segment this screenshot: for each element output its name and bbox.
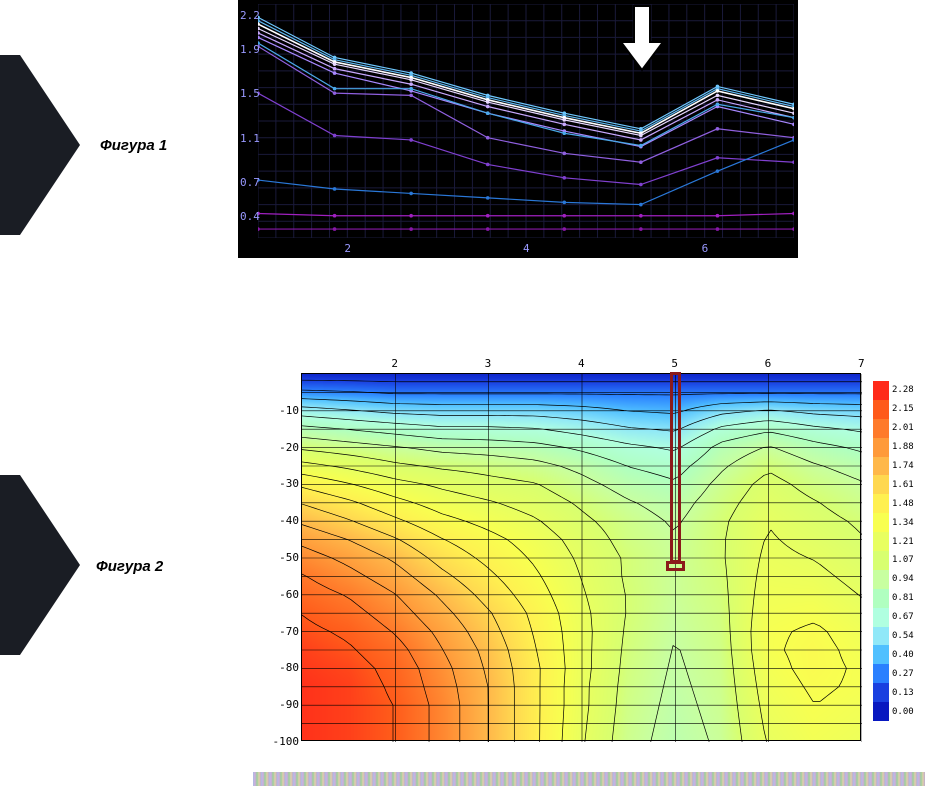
figure1-ytick: 0.7	[240, 176, 260, 189]
legend-value: 0.40	[892, 650, 914, 660]
legend-swatch	[873, 627, 889, 646]
anomaly-marker-box	[670, 372, 681, 563]
legend-value: 1.88	[892, 442, 914, 452]
figure1-ytick: 0.4	[240, 210, 260, 223]
figure2-xtick: 5	[671, 357, 678, 370]
figure1-label: Фигура 1	[100, 137, 167, 154]
legend-swatch	[873, 702, 889, 721]
legend-row: 1.48	[873, 494, 925, 513]
legend-swatch	[873, 475, 889, 494]
legend-row: 1.88	[873, 438, 925, 457]
legend-row: 0.40	[873, 645, 925, 664]
legend-swatch	[873, 438, 889, 457]
figure2-xtick: 6	[765, 357, 772, 370]
legend-swatch	[873, 589, 889, 608]
chevron-path	[0, 55, 80, 235]
figure1-ytick: 1.1	[240, 132, 260, 145]
legend-value: 0.27	[892, 669, 914, 679]
legend: 2.28 2.15 2.01 1.88 1.74 1.61 1.48 1.34 1.21 1.07…	[873, 381, 925, 721]
legend-swatch	[873, 551, 889, 570]
legend-swatch	[873, 608, 889, 627]
legend-value: 1.21	[892, 537, 914, 547]
anomaly-marker-tip	[666, 561, 685, 571]
legend-row: 0.54	[873, 627, 925, 646]
legend-row: 0.94	[873, 570, 925, 589]
legend-swatch	[873, 457, 889, 476]
figure2-ytick: -80	[255, 661, 299, 674]
figure2-ytick: -50	[255, 551, 299, 564]
legend-value: 0.54	[892, 631, 914, 641]
figure1-ytick: 1.5	[240, 87, 260, 100]
legend-value: 1.74	[892, 461, 914, 471]
legend-value: 1.34	[892, 518, 914, 528]
legend-row: 2.15	[873, 400, 925, 419]
legend-row: 2.01	[873, 419, 925, 438]
figure2-plot	[301, 373, 861, 741]
figure2-label: Фигура 2	[96, 558, 163, 575]
down-arrow-marker	[619, 4, 665, 74]
legend-swatch	[873, 400, 889, 419]
figure2-ytick: -40	[255, 514, 299, 527]
legend-value: 2.28	[892, 385, 914, 395]
figure2-xtick: 3	[485, 357, 492, 370]
chevron-path	[0, 475, 80, 655]
legend-row: 0.00	[873, 702, 925, 721]
legend-swatch	[873, 381, 889, 400]
figure2-ytick: -30	[255, 477, 299, 490]
figure1-xtick: 6	[702, 242, 709, 255]
legend-row: 0.13	[873, 683, 925, 702]
legend-swatch	[873, 683, 889, 702]
legend-swatch	[873, 664, 889, 683]
legend-row: 1.74	[873, 457, 925, 476]
legend-value: 0.67	[892, 612, 914, 622]
legend-swatch	[873, 532, 889, 551]
legend-swatch	[873, 645, 889, 664]
chevron-marker-1	[0, 55, 80, 235]
legend-row: 0.81	[873, 589, 925, 608]
legend-row: 1.34	[873, 513, 925, 532]
figure2-ytick: -90	[255, 698, 299, 711]
figure1-ytick: 2.2	[240, 9, 260, 22]
noise-strip	[253, 772, 925, 786]
legend-row: 1.21	[873, 532, 925, 551]
figure1-xtick: 4	[523, 242, 530, 255]
legend-swatch	[873, 570, 889, 589]
figure2-ytick: -70	[255, 625, 299, 638]
figure2-xtick: 4	[578, 357, 585, 370]
legend-value: 0.13	[892, 688, 914, 698]
figure2-overlay-svg	[302, 374, 862, 742]
legend-value: 1.07	[892, 555, 914, 565]
figure2-ytick: -100	[255, 735, 299, 748]
legend-row: 1.07	[873, 551, 925, 570]
legend-value: 0.81	[892, 593, 914, 603]
legend-row: 1.61	[873, 475, 925, 494]
legend-row: 0.27	[873, 664, 925, 683]
legend-swatch	[873, 494, 889, 513]
legend-value: 2.01	[892, 423, 914, 433]
figure1-ytick: 1.9	[240, 43, 260, 56]
legend-value: 0.00	[892, 707, 914, 717]
legend-swatch	[873, 419, 889, 438]
figure2-ytick: -10	[255, 404, 299, 417]
legend-value: 0.94	[892, 574, 914, 584]
legend-value: 2.15	[892, 404, 914, 414]
figure2-xtick: 7	[858, 357, 865, 370]
figure2-chart: 2 3 4 5 6 7 -10 -20 -30 -40 -50 -60 -70 -80 -90 -100 2…	[253, 353, 925, 755]
figure1-plot-svg	[258, 4, 794, 238]
legend-value: 1.61	[892, 480, 914, 490]
figure2-xtick: 2	[391, 357, 398, 370]
legend-value: 1.48	[892, 499, 914, 509]
legend-row: 2.28	[873, 381, 925, 400]
figure2-ytick: -60	[255, 588, 299, 601]
legend-swatch	[873, 513, 889, 532]
chevron-marker-2	[0, 475, 80, 655]
legend-row: 0.67	[873, 608, 925, 627]
figure2-ytick: -20	[255, 441, 299, 454]
figure1-chart: 0.4 0.7 1.1 1.5 1.9 2.2 2 4 6	[238, 0, 798, 258]
figure1-xtick: 2	[344, 242, 351, 255]
